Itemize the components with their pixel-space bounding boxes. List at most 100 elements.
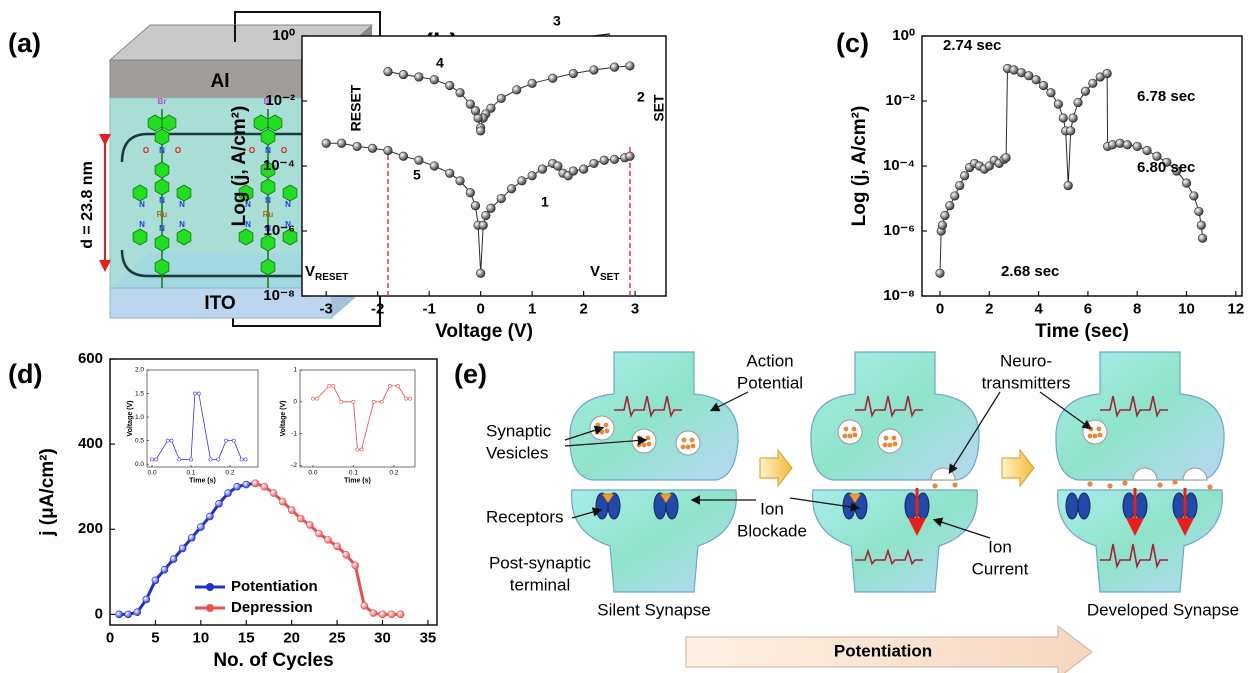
ring [162, 115, 176, 131]
atom-label: N [139, 220, 145, 229]
atom-label: Ru [157, 210, 168, 219]
marker [538, 165, 547, 174]
marker [352, 562, 359, 569]
marker [445, 169, 454, 178]
neurotransmitter [1098, 433, 1103, 438]
y-tick-label: 10⁰ [272, 27, 295, 44]
presynaptic-terminal [570, 352, 738, 480]
marker [1108, 140, 1117, 149]
marker [380, 400, 383, 403]
marker [409, 397, 412, 400]
arrow-label: Potentiation [834, 641, 932, 660]
label: Developed Synapse [1087, 600, 1239, 619]
annotation: 1 [541, 194, 549, 210]
annotation: 2 [637, 89, 645, 105]
plot-frame [302, 36, 666, 296]
neurotransmitter [686, 445, 691, 450]
neurotransmitter [642, 443, 647, 448]
x-tick-label: 12 [1227, 300, 1244, 317]
marker [1133, 142, 1142, 151]
x-axis-label: Time (s) [189, 477, 216, 484]
x-tick-label: 25 [329, 629, 346, 646]
legend-label: Potentiation [231, 578, 318, 595]
marker [528, 79, 537, 88]
marker [388, 384, 391, 387]
marker [197, 392, 200, 395]
label: Vesicles [486, 443, 548, 462]
synapse [811, 352, 979, 592]
atom-label: N [285, 200, 291, 209]
marker [379, 611, 386, 618]
marker [415, 73, 424, 82]
marker [1039, 81, 1048, 90]
neurotransmitter [646, 436, 651, 441]
atom-label: N [139, 200, 145, 209]
marker [960, 171, 969, 180]
marker [361, 602, 368, 609]
marker [306, 521, 313, 528]
marker [626, 62, 635, 71]
ring [261, 259, 275, 275]
y-tick-label: 1 [293, 367, 297, 374]
ring [148, 115, 162, 131]
y-tick-label: 10⁻⁴ [883, 157, 915, 174]
marker [356, 448, 359, 451]
marker [1081, 87, 1090, 96]
layer-label: ITO [204, 293, 235, 314]
x-tick-label: -1 [422, 300, 435, 317]
annotation: 4 [436, 55, 444, 71]
vline-label-main: V [590, 263, 600, 280]
atom-label: N [159, 224, 165, 233]
marker [590, 159, 599, 168]
y-tick-label: 10⁻² [885, 92, 915, 109]
legend-marker [206, 583, 214, 591]
thickness-label: d = 23.8 nm [79, 161, 96, 249]
y-axis-label: Voltage (V) [280, 400, 287, 436]
atom-label: O [281, 146, 287, 155]
marker [1047, 88, 1056, 97]
neurotransmitter [690, 438, 695, 443]
marker [150, 458, 153, 461]
marker [1143, 146, 1152, 155]
y-tick-label: 10⁻⁶ [263, 222, 295, 239]
annotation: 2.74 sec [943, 37, 1001, 54]
ring [261, 129, 275, 145]
marker [252, 480, 259, 487]
label: Potential [737, 373, 803, 392]
neurotransmitter [604, 423, 609, 428]
neurotransmitter [1097, 427, 1102, 432]
label: Ion [760, 499, 784, 518]
neurotransmitter [682, 438, 687, 443]
marker [322, 139, 331, 148]
x-tick-label: 8 [1133, 300, 1141, 317]
neurotransmitter [1093, 434, 1098, 439]
marker [209, 458, 212, 461]
neurotransmitter [647, 442, 652, 447]
vesicle [838, 420, 862, 444]
neurotransmitter [883, 443, 888, 448]
marker [353, 142, 362, 151]
x-tick-label: 1 [528, 300, 536, 317]
marker [370, 610, 377, 617]
marker [1116, 139, 1125, 148]
x-tick-label: 5 [151, 629, 159, 646]
marker [1195, 207, 1204, 216]
y-tick-label: 10⁰ [892, 27, 915, 44]
x-tick-label: 2 [579, 300, 587, 317]
marker [1054, 100, 1063, 109]
atom-label: O [175, 146, 181, 155]
marker [1103, 69, 1112, 78]
marker [497, 94, 506, 103]
x-tick-label: 0.2 [225, 470, 234, 477]
atom-label: N [159, 196, 165, 205]
y-axis-label: Log (j, A/cm²) [849, 106, 870, 227]
marker [1074, 98, 1083, 107]
ring [133, 229, 147, 245]
marker [170, 439, 173, 442]
marker [224, 439, 227, 442]
marker [445, 81, 454, 90]
atom-label: Br [158, 97, 167, 106]
marker [288, 507, 295, 514]
marker [471, 201, 480, 210]
marker [569, 167, 578, 176]
